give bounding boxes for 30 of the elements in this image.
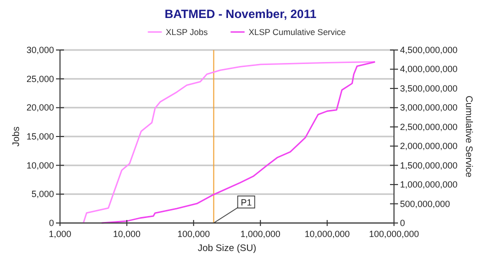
y-tick-label: 15,000 xyxy=(26,132,54,142)
y-tick-label: 5,000 xyxy=(31,189,54,200)
y-tick-label: 20,000 xyxy=(26,102,54,113)
y2-tick-label: 2,000,000,000 xyxy=(400,141,458,152)
y2-tick-label: 3,000,000,000 xyxy=(400,102,458,113)
y2-tick-label: 4,500,000,000 xyxy=(400,45,458,55)
y2-tick-label: 500,000,000 xyxy=(400,198,450,209)
y-tick-label: 10,000 xyxy=(26,160,54,170)
x-tick-label: 10,000 xyxy=(113,229,141,239)
x-tick-label: 10,000,000 xyxy=(304,229,350,239)
y2-tick-label: 0 xyxy=(400,218,406,228)
x-tick-label: 100,000 xyxy=(177,229,210,239)
legend-label: XLSP Cumulative Service xyxy=(248,27,346,37)
y-tick-label: 25,000 xyxy=(26,74,54,84)
ref-line-label: P1 xyxy=(240,198,252,208)
y2-axis-title: Cumulative Service xyxy=(463,96,474,178)
chart-title: BATMED - November, 2011 xyxy=(164,7,317,21)
x-tick-label: 1,000,000 xyxy=(240,229,280,239)
y2-tick-label: 3,500,000,000 xyxy=(400,83,458,94)
legend-label: XLSP Jobs xyxy=(166,27,208,37)
y-axis-title: Jobs xyxy=(11,126,22,147)
y2-tick-label: 1,500,000,000 xyxy=(400,160,458,170)
x-tick-label: 1,000 xyxy=(48,229,72,239)
y-tick-label: 30,000 xyxy=(26,45,54,55)
x-tick-label: 100,000,000 xyxy=(368,229,420,239)
y2-tick-label: 2,500,000,000 xyxy=(400,122,458,132)
y2-tick-label: 1,000,000,000 xyxy=(400,180,458,190)
y2-tick-label: 4,000,000,000 xyxy=(400,64,458,74)
y-tick-label: 0 xyxy=(48,218,54,228)
x-axis-title: Job Size (SU) xyxy=(198,243,256,254)
